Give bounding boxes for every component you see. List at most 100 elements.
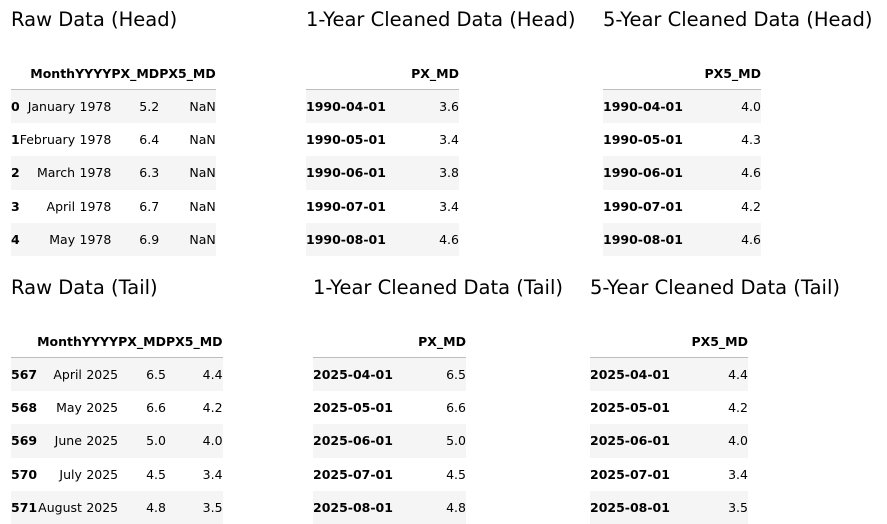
table-row: 1990-06-01 3.8 (306, 156, 459, 190)
table-row: 569 June 2025 5.0 4.0 (11, 424, 223, 458)
cell-yyyy: 2025 (86, 367, 119, 383)
cell-px5-md: 3.4 (728, 466, 748, 482)
table-row: 1990-05-01 4.3 (603, 123, 761, 156)
table-row: 2025-07-01 3.4 (590, 458, 748, 491)
row-date: 2025-08-01 (590, 499, 670, 515)
data-table: PX_MD 1990-04-01 3.6 1990-05-01 3.4 1990… (306, 59, 459, 256)
cell-px5-md: 4.3 (741, 132, 761, 148)
row-date: 2025-07-01 (313, 466, 393, 482)
cell-px-md: 6.4 (139, 132, 160, 148)
column-header-px-md: PX_MD (398, 327, 466, 358)
cell-px-md: 3.4 (439, 198, 459, 214)
table-row: 570 July 2025 4.5 3.4 (11, 458, 223, 491)
column-header-px5-md: PX5_MD (159, 59, 216, 90)
row-index: 0 (11, 99, 20, 115)
table-row: 1990-04-01 3.6 (306, 89, 459, 124)
cell-px-md: 5.0 (446, 433, 466, 449)
raw-data-tail-panel: Raw Data (Tail) Month YYYY PX_MD PX5_MD … (11, 276, 223, 524)
cell-px-md: 3.4 (439, 132, 459, 148)
column-header-px-md: PX_MD (118, 327, 166, 358)
row-index: 569 (11, 433, 38, 449)
column-header-yyyy: YYYY (81, 327, 119, 358)
index-header (11, 327, 38, 358)
cell-px-md: 3.6 (439, 99, 459, 115)
cell-px5-md: 4.0 (741, 99, 761, 115)
index-header (313, 327, 398, 358)
one-year-cleaned-head-panel: 1-Year Cleaned Data (Head) PX_MD 1990-04… (306, 8, 576, 256)
cell-px-md: 6.3 (139, 165, 160, 181)
row-date: 1990-05-01 (603, 132, 683, 148)
cell-px-md: 6.5 (146, 367, 166, 383)
cell-px5-md: NaN (189, 165, 216, 181)
row-date: 2025-07-01 (590, 466, 670, 482)
data-table: Month YYYY PX_MD PX5_MD 567 April 2025 6… (11, 327, 223, 524)
cell-px-md: 4.6 (439, 231, 459, 247)
row-index: 2 (11, 165, 20, 181)
table-row: 1990-07-01 4.2 (603, 190, 761, 223)
table-row: 2025-05-01 6.6 (313, 391, 466, 424)
index-header (11, 59, 20, 90)
panel-title: 1-Year Cleaned Data (Head) (306, 8, 576, 31)
one-year-cleaned-tail-panel: 1-Year Cleaned Data (Tail) PX_MD 2025-04… (313, 276, 563, 524)
cell-month: August (38, 499, 82, 515)
cell-px-md: 4.5 (146, 466, 166, 482)
index-header (603, 59, 688, 90)
cell-px5-md: 4.2 (728, 400, 748, 416)
cell-px5-md: 4.2 (741, 198, 761, 214)
table-row: 571 August 2025 4.8 3.5 (11, 490, 223, 524)
table-row: 2025-04-01 6.5 (313, 357, 466, 392)
row-index: 571 (11, 499, 38, 515)
row-date: 1990-04-01 (306, 99, 386, 115)
row-index: 568 (11, 400, 38, 416)
cell-px-md: 6.6 (146, 400, 166, 416)
data-table: PX5_MD 2025-04-01 4.4 2025-05-01 4.2 202… (590, 327, 748, 524)
cell-month: July (59, 466, 82, 482)
raw-data-head-panel: Raw Data (Head) Month YYYY PX_MD PX5_MD … (11, 8, 216, 256)
cell-month: May (49, 231, 76, 247)
cell-px5-md: 3.4 (202, 466, 223, 482)
row-date: 1990-08-01 (306, 231, 386, 247)
row-date: 1990-08-01 (603, 231, 683, 247)
table-row: 1 February 1978 6.4 NaN (11, 123, 216, 156)
table-row: 2 March 1978 6.3 NaN (11, 156, 216, 190)
cell-px5-md: 4.0 (202, 433, 223, 449)
row-date: 2025-05-01 (313, 400, 393, 416)
column-header-px5-md: PX5_MD (166, 327, 223, 358)
table-row: 0 January 1978 5.2 NaN (11, 89, 216, 124)
table-row: 2025-07-01 4.5 (313, 458, 466, 491)
cell-px5-md: 4.4 (202, 367, 223, 383)
cell-px-md: 4.8 (446, 499, 466, 515)
cell-px-md: 4.5 (446, 466, 466, 482)
row-date: 2025-08-01 (313, 499, 393, 515)
data-table: Month YYYY PX_MD PX5_MD 0 January 1978 5… (11, 59, 216, 256)
cell-month: April (53, 367, 82, 383)
table-row: 1990-08-01 4.6 (306, 222, 459, 256)
column-header-px-md: PX_MD (391, 59, 459, 90)
row-date: 1990-05-01 (306, 132, 386, 148)
table-row: 568 May 2025 6.6 4.2 (11, 391, 223, 424)
cell-yyyy: 1978 (79, 132, 112, 148)
cell-month: June (54, 433, 82, 449)
cell-px5-md: NaN (189, 198, 216, 214)
cell-px5-md: 4.6 (741, 165, 761, 181)
table-row: 4 May 1978 6.9 NaN (11, 222, 216, 256)
cell-px-md: 5.2 (139, 99, 160, 115)
cell-px5-md: 3.5 (202, 499, 223, 515)
row-index: 570 (11, 466, 38, 482)
row-date: 2025-05-01 (590, 400, 670, 416)
table-row: 2025-04-01 4.4 (590, 357, 748, 392)
row-date: 2025-04-01 (590, 367, 670, 383)
row-date: 1990-07-01 (603, 198, 683, 214)
index-header (306, 59, 391, 90)
cell-month: January (27, 99, 76, 115)
cell-px-md: 5.0 (146, 433, 166, 449)
cell-yyyy: 2025 (86, 466, 119, 482)
cell-px5-md: 4.2 (202, 400, 223, 416)
cell-px5-md: 4.6 (741, 231, 761, 247)
table-row: 2025-05-01 4.2 (590, 391, 748, 424)
table-row: 2025-06-01 4.0 (590, 424, 748, 458)
cell-yyyy: 2025 (86, 499, 119, 515)
cell-px5-md: NaN (189, 231, 216, 247)
five-year-cleaned-tail-panel: 5-Year Cleaned Data (Tail) PX5_MD 2025-0… (590, 276, 840, 524)
cell-px-md: 3.8 (439, 165, 459, 181)
